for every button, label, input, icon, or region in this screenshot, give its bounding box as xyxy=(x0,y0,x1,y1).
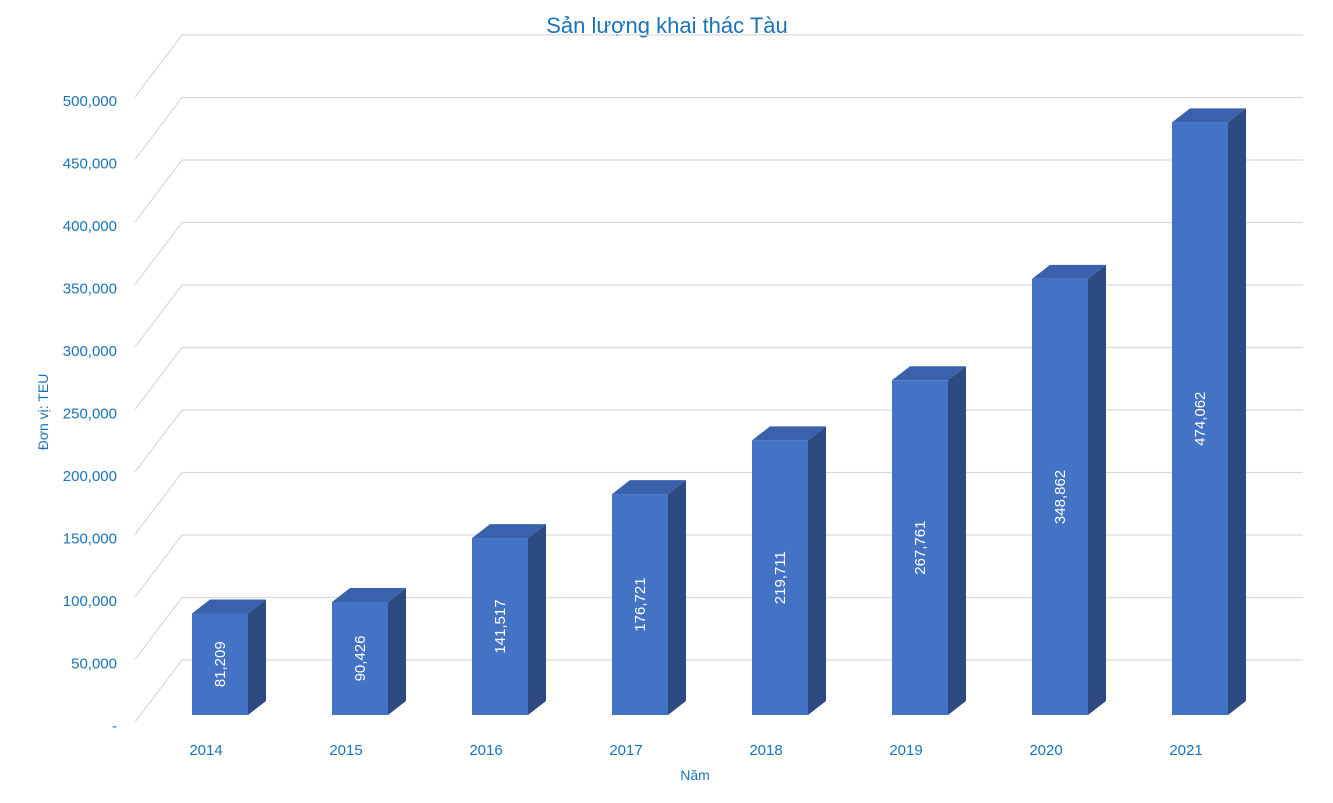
x-axis-ticks: 2014 2015 2016 2017 2018 2019 2020 2021 xyxy=(189,742,1202,759)
bar-top xyxy=(752,426,826,441)
bar-side xyxy=(528,524,546,715)
bar-side xyxy=(1088,264,1106,715)
bar-front xyxy=(752,440,808,715)
gridline xyxy=(134,534,1303,598)
x-tick-label: 2018 xyxy=(749,742,782,759)
x-tick-label: 2014 xyxy=(189,742,222,759)
bar-top xyxy=(892,366,966,381)
bars: 81,209 90,426 141,517 176,721 219,711 267,761… xyxy=(192,108,1246,716)
bar-2015: 90,426 xyxy=(332,587,406,715)
bar-front xyxy=(892,380,948,715)
bar-top xyxy=(1032,264,1106,279)
y-tick-label: 300,000 xyxy=(63,343,117,360)
gridline xyxy=(134,96,1303,160)
gridline xyxy=(134,409,1303,473)
data-label: 176,721 xyxy=(632,577,649,631)
bar-2019: 267,761 xyxy=(892,366,966,715)
bar-side xyxy=(248,599,266,715)
y-tick-label: 500,000 xyxy=(63,93,117,110)
data-label: 90,426 xyxy=(352,636,369,682)
bar-front xyxy=(472,538,528,715)
y-tick-label: 400,000 xyxy=(63,218,117,235)
y-axis-label: Đơn vị: TEU xyxy=(35,374,51,451)
y-tick-label: 450,000 xyxy=(63,156,117,173)
bar-2014: 81,209 xyxy=(192,599,266,715)
y-tick-label: - xyxy=(112,718,117,735)
gridline xyxy=(134,159,1303,223)
x-tick-label: 2020 xyxy=(1029,742,1062,759)
bar-side xyxy=(1228,108,1246,716)
data-label: 474,062 xyxy=(1192,392,1209,446)
bar-top xyxy=(332,587,406,602)
y-tick-label: 350,000 xyxy=(63,281,117,298)
bar-front xyxy=(612,494,668,715)
bar-side xyxy=(948,366,966,715)
bar-top xyxy=(612,480,686,495)
bar-front xyxy=(1032,278,1088,715)
y-tick-label: 50,000 xyxy=(71,656,117,673)
bar-2016: 141,517 xyxy=(472,524,546,715)
data-label: 267,761 xyxy=(912,521,929,575)
bar-2017: 176,721 xyxy=(612,480,686,715)
x-tick-label: 2021 xyxy=(1169,742,1202,759)
y-tick-label: 100,000 xyxy=(63,593,117,610)
x-tick-label: 2017 xyxy=(609,742,642,759)
data-label: 219,711 xyxy=(772,551,789,604)
x-axis-label: Năm xyxy=(680,767,710,783)
bar-side xyxy=(668,480,686,715)
y-tick-label: 150,000 xyxy=(63,531,117,548)
gridline xyxy=(134,659,1303,723)
data-label: 81,209 xyxy=(212,641,229,687)
bar-front xyxy=(192,613,248,715)
y-tick-label: 250,000 xyxy=(63,406,117,423)
y-axis-ticks: - 50,000 100,000 150,000 200,000 250,000 300,0… xyxy=(63,93,117,735)
gridline xyxy=(134,596,1303,660)
bar-top xyxy=(472,524,546,539)
x-tick-label: 2016 xyxy=(469,742,502,759)
bar-front xyxy=(1172,122,1228,716)
bar-top xyxy=(1172,108,1246,123)
chart-title: Sản lượng khai thác Tàu xyxy=(546,13,788,38)
gridline xyxy=(134,34,1303,98)
data-label: 348,862 xyxy=(1052,470,1069,524)
bar-2021: 474,062 xyxy=(1172,108,1246,716)
bar-side xyxy=(808,426,826,715)
x-tick-label: 2015 xyxy=(329,742,362,759)
gridline xyxy=(134,471,1303,535)
bar-top xyxy=(192,599,266,614)
bar-front xyxy=(332,601,388,715)
bar-side xyxy=(388,587,406,715)
gridline xyxy=(134,221,1303,285)
x-tick-label: 2019 xyxy=(889,742,922,759)
gridlines xyxy=(134,34,1303,723)
bar-2020: 348,862 xyxy=(1032,264,1106,715)
y-tick-label: 200,000 xyxy=(63,468,117,485)
gridline xyxy=(134,346,1303,410)
data-label: 141,517 xyxy=(492,599,509,653)
bar-2018: 219,711 xyxy=(752,426,826,715)
gridline xyxy=(134,284,1303,348)
